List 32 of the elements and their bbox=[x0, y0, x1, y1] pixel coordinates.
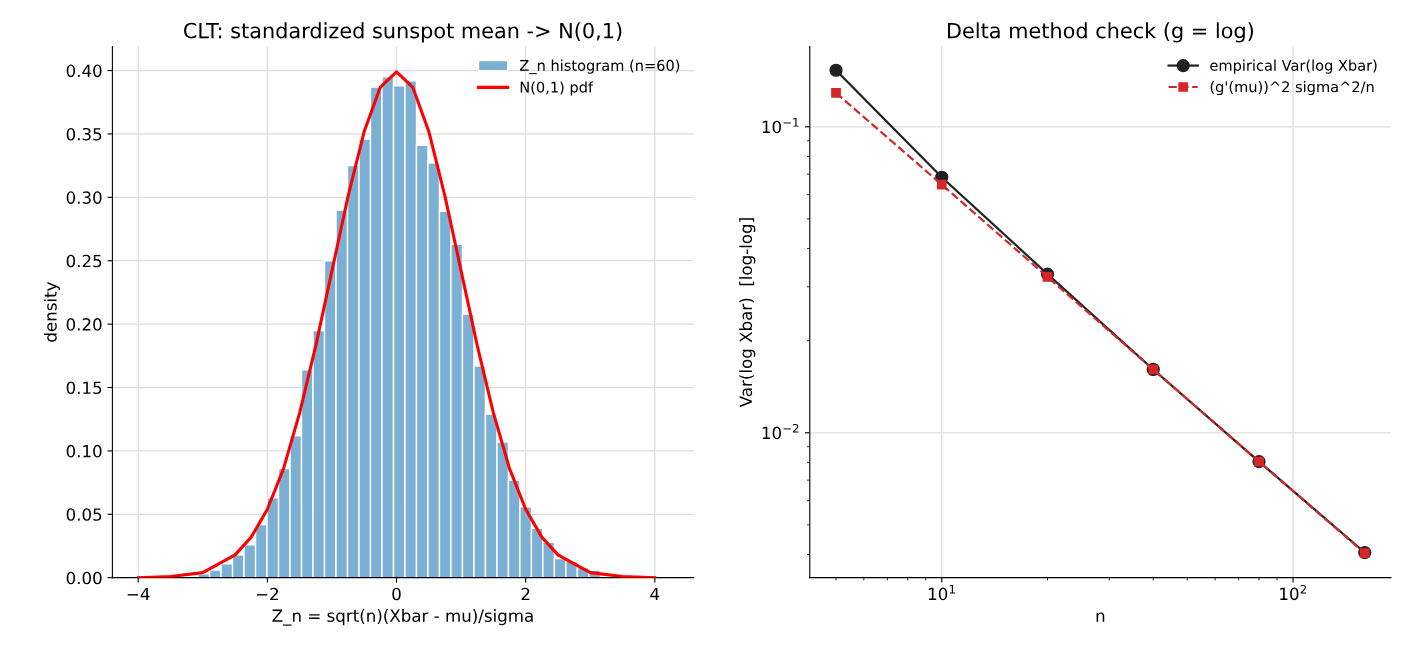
x-tick-label: 2 bbox=[521, 587, 530, 601]
y-tick-label: 0.35 bbox=[66, 127, 102, 141]
y-axis-title: density bbox=[43, 282, 61, 342]
y-axis-title: Var(log Xbar) [log-log] bbox=[739, 218, 756, 408]
x-tick-label: 10$^{2}$ bbox=[1280, 584, 1306, 601]
point bbox=[936, 179, 947, 190]
y-tick-label: 0.00 bbox=[66, 571, 102, 585]
point bbox=[1042, 272, 1053, 282]
legend-label: (g'(mu))^2 sigma^2/n bbox=[1210, 81, 1374, 96]
y-tick-label: 0.05 bbox=[66, 508, 102, 521]
y-tick-label: 10$^{−2}$ bbox=[762, 423, 799, 440]
legend-label: Z_n histogram (n=60) bbox=[519, 59, 680, 75]
chart-title: Delta method check (g = log) bbox=[947, 22, 1253, 43]
x-tick-label: 4 bbox=[650, 587, 660, 601]
x-axis-title: n bbox=[1096, 612, 1105, 622]
y-tick-label: 0.25 bbox=[66, 254, 102, 268]
y-tick-label: 10$^{−1}$ bbox=[762, 118, 799, 134]
y-tick-label: 0.15 bbox=[66, 381, 102, 395]
x-tick-label: −2 bbox=[256, 587, 278, 601]
x-tick-label: −4 bbox=[127, 587, 150, 601]
y-tick-label: 0.40 bbox=[66, 64, 102, 78]
chart-title: CLT: standardized sunspot mean -> N(0,1) bbox=[184, 22, 622, 43]
y-tick-label: 0.20 bbox=[66, 318, 102, 331]
x-axis-title: Z_n = sqrt(n)(Xbar - mu)/sigma bbox=[272, 609, 533, 626]
point bbox=[829, 63, 843, 77]
x-tick-label: 0 bbox=[392, 587, 401, 601]
x-tick-label: 10$^{1}$ bbox=[928, 585, 955, 601]
y-tick-label: 0.10 bbox=[66, 444, 102, 458]
legend-label: empirical Var(log Xbar) bbox=[1210, 59, 1377, 74]
legend-label: N(0,1) pdf bbox=[520, 81, 594, 96]
point bbox=[831, 88, 841, 98]
y-tick-label: 0.30 bbox=[66, 191, 102, 204]
